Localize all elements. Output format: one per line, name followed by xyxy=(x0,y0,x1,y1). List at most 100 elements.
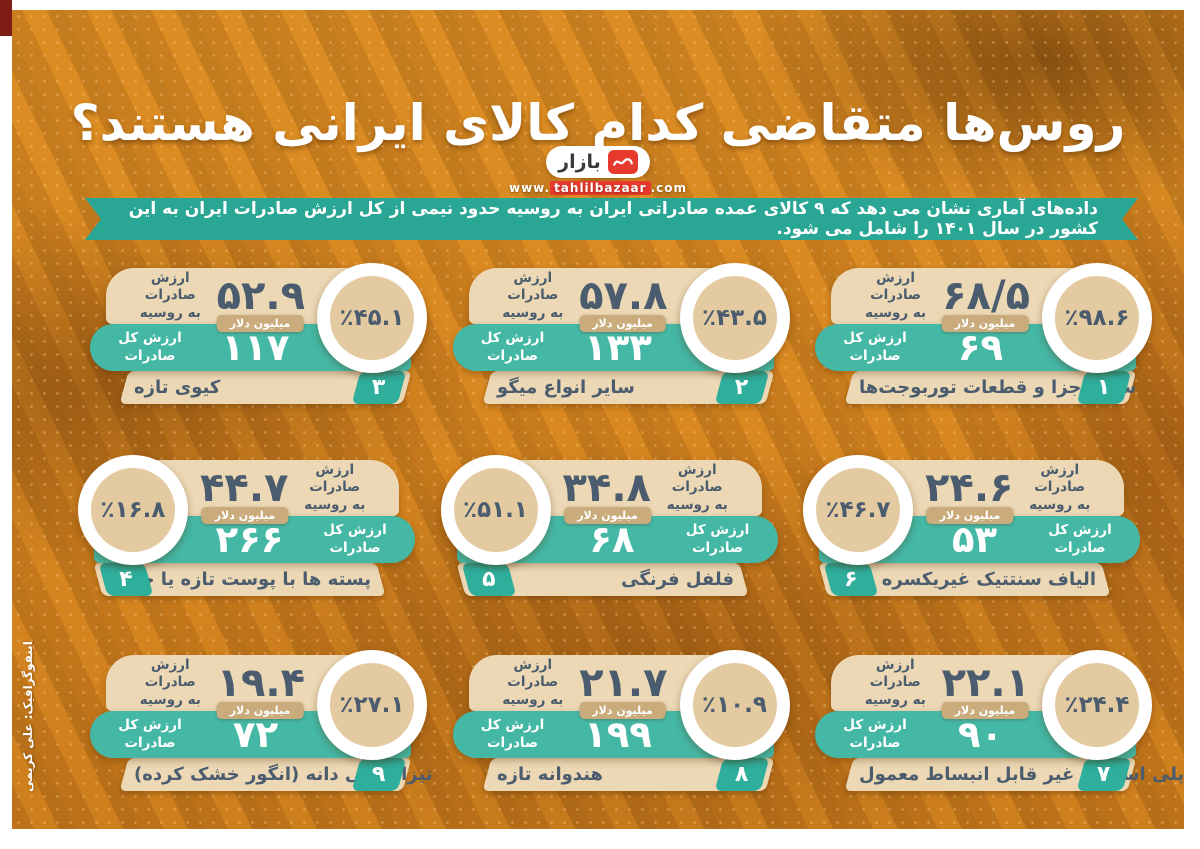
total-export-value: ۱۹۹ xyxy=(584,713,652,756)
rank-badge: ۸ xyxy=(714,758,769,791)
rank-number: ۴ xyxy=(119,566,133,592)
label-line: ارزش صادرات xyxy=(869,656,921,691)
percent-circle: ٪۹۸.۶ xyxy=(1042,263,1152,373)
label-line: به روسیه xyxy=(139,304,201,321)
label-line: صادرات xyxy=(849,734,901,751)
label-line: ارزش صادرات xyxy=(1034,461,1086,496)
rank-number: ۱ xyxy=(1097,374,1111,400)
cards-row-2: ارزش صادرات به روسیه ۴۴.۷ ارزش کل صادرات… xyxy=(78,455,1140,596)
russia-export-value: ۴۴.۷ xyxy=(200,465,289,511)
label-line: صادرات xyxy=(329,539,381,556)
rank-badge: ۹ xyxy=(351,758,407,791)
total-export-label: ارزش کل صادرات xyxy=(100,717,200,752)
label-line: صادرات xyxy=(486,734,538,751)
infographic-background: روس‌ها متقاضی کدام کالای ایرانی هستند؟ ب… xyxy=(12,10,1184,829)
total-export-value: ۱۱۷ xyxy=(221,326,290,369)
unit-label: میلیون دلار xyxy=(201,507,289,524)
total-export-label: ارزش کل صادرات xyxy=(463,330,563,365)
russia-export-value: ۳۴.۸ xyxy=(562,465,651,511)
total-export-label: ارزش کل صادرات xyxy=(668,522,768,557)
total-export-value: ۵۳ xyxy=(951,518,998,561)
percent-value: ٪۹۸.۶ xyxy=(1055,276,1139,360)
russia-export-value: ۱۹.۴ xyxy=(216,660,305,706)
label-line: ارزش کل xyxy=(480,716,545,733)
unit-label: میلیون دلار xyxy=(926,507,1014,524)
russia-export-value: ۵۲.۹ xyxy=(216,273,305,319)
total-export-label: ارزش کل صادرات xyxy=(1030,522,1130,557)
chart-line-icon xyxy=(607,150,638,174)
unit-label: میلیون دلار xyxy=(579,702,666,719)
product-card-1: ارزش صادرات به روسیه ۶۸/۵ ارزش کل صادرات… xyxy=(815,263,1152,404)
unit-label: میلیون دلار xyxy=(216,702,304,719)
russia-export-label: ارزش صادرات به روسیه xyxy=(849,657,942,710)
rank-badge: ۳ xyxy=(351,371,407,404)
label-line: صادرات xyxy=(1054,539,1106,556)
unit-label: میلیون دلار xyxy=(564,507,651,524)
russia-export-value: ۲۲.۱ xyxy=(941,660,1030,706)
product-strip: تیزابی بی دانه (انگور خشک کرده) ۹ xyxy=(119,758,433,791)
url-domain: tahlilbazaar xyxy=(550,181,651,195)
russia-export-label: ارزش صادرات به روسیه xyxy=(487,657,580,710)
bazaar-logo: بازار xyxy=(546,146,650,178)
page-title: روس‌ها متقاضی کدام کالای ایرانی هستند؟ xyxy=(70,93,1126,152)
rank-number: ۲ xyxy=(734,374,749,400)
percent-value: ٪۱۶.۸ xyxy=(91,468,175,552)
percent-value: ٪۱۰.۹ xyxy=(692,663,777,747)
percent-circle: ٪۱۶.۸ xyxy=(78,455,188,565)
total-export-value: ۶۹ xyxy=(957,326,1004,369)
percent-circle: ٪۴۳.۵ xyxy=(679,263,790,373)
product-card-2: ارزش صادرات به روسیه ۵۷.۸ ارزش کل صادرات… xyxy=(452,263,790,404)
label-line: به روسیه xyxy=(304,496,366,513)
percent-circle: ٪۴۶.۷ xyxy=(803,455,913,565)
russia-export-value: ۲۴.۶ xyxy=(925,465,1014,511)
product-card-3: ارزش صادرات به روسیه ۵۲.۹ ارزش کل صادرات… xyxy=(90,263,427,404)
url-suffix: .com xyxy=(650,181,687,195)
label-line: ارزش کل xyxy=(843,716,907,733)
total-export-label: ارزش کل صادرات xyxy=(100,330,200,365)
label-line: به روسیه xyxy=(502,304,564,321)
rank-badge: ۷ xyxy=(1076,758,1132,791)
total-export-value: ۹۰ xyxy=(957,713,1004,756)
rank-badge: ۱ xyxy=(1076,371,1132,404)
label-line: ارزش صادرات xyxy=(144,656,196,691)
percent-value: ٪۵۱.۱ xyxy=(453,468,538,552)
label-line: به روسیه xyxy=(666,496,728,513)
label-line: ارزش صادرات xyxy=(870,269,922,304)
label-line: صادرات xyxy=(691,539,743,556)
label-line: ارزش کل xyxy=(843,329,907,346)
label-line: ارزش صادرات xyxy=(144,269,196,304)
product-strip: هندوانه تازه ۸ xyxy=(482,758,774,791)
russia-export-value: ۶۸/۵ xyxy=(942,273,1030,319)
label-line: ارزش کل xyxy=(118,716,182,733)
product-card-6: ارزش صادرات به روسیه ۲۴.۶ ارزش کل صادرات… xyxy=(803,455,1140,596)
rank-badge: ۶ xyxy=(823,563,879,596)
russia-export-label: ارزش صادرات به روسیه xyxy=(651,462,744,515)
label-line: ارزش صادرات xyxy=(507,269,559,304)
total-export-value: ۷۲ xyxy=(232,713,279,756)
total-export-value: ۲۶۶ xyxy=(215,518,284,561)
product-card-4: ارزش صادرات به روسیه ۴۴.۷ ارزش کل صادرات… xyxy=(78,455,415,596)
rank-number: ۳ xyxy=(372,374,386,400)
label-line: صادرات xyxy=(486,347,538,364)
rank-number: ۸ xyxy=(734,761,749,787)
product-card-8: ارزش صادرات به روسیه ۲۱.۷ ارزش کل صادرات… xyxy=(452,650,790,791)
product-strip: سایر اجزا و قطعات توربوجت‌ها ۱ xyxy=(844,371,1137,404)
percent-circle: ٪۱۰.۹ xyxy=(679,650,790,760)
russia-export-label: ارزش صادرات به روسیه xyxy=(849,270,942,323)
label-line: ارزش کل xyxy=(118,329,182,346)
product-strip: سایر انواع میگو ۲ xyxy=(482,371,774,404)
product-card-9: ارزش صادرات به روسیه ۱۹.۴ ارزش کل صادرات… xyxy=(90,650,433,791)
percent-circle: ٪۲۷.۱ xyxy=(317,650,427,760)
logo-block: بازار www. tahlilbazaar .com xyxy=(12,146,1184,195)
product-strip: الیاف سنتتیک غیریکسره ۶ xyxy=(818,563,1111,596)
rank-badge: ۴ xyxy=(98,563,154,596)
percent-circle: ٪۵۱.۱ xyxy=(440,455,551,565)
website-url: www. tahlilbazaar .com xyxy=(12,181,1184,195)
percent-value: ٪۴۵.۱ xyxy=(330,276,414,360)
russia-export-label: ارزش صادرات به روسیه xyxy=(124,657,217,710)
rank-number: ۵ xyxy=(481,566,496,592)
unit-label: میلیون دلار xyxy=(941,702,1029,719)
total-export-label: ارزش کل صادرات xyxy=(305,522,405,557)
logo-wordmark: بازار xyxy=(558,150,601,173)
